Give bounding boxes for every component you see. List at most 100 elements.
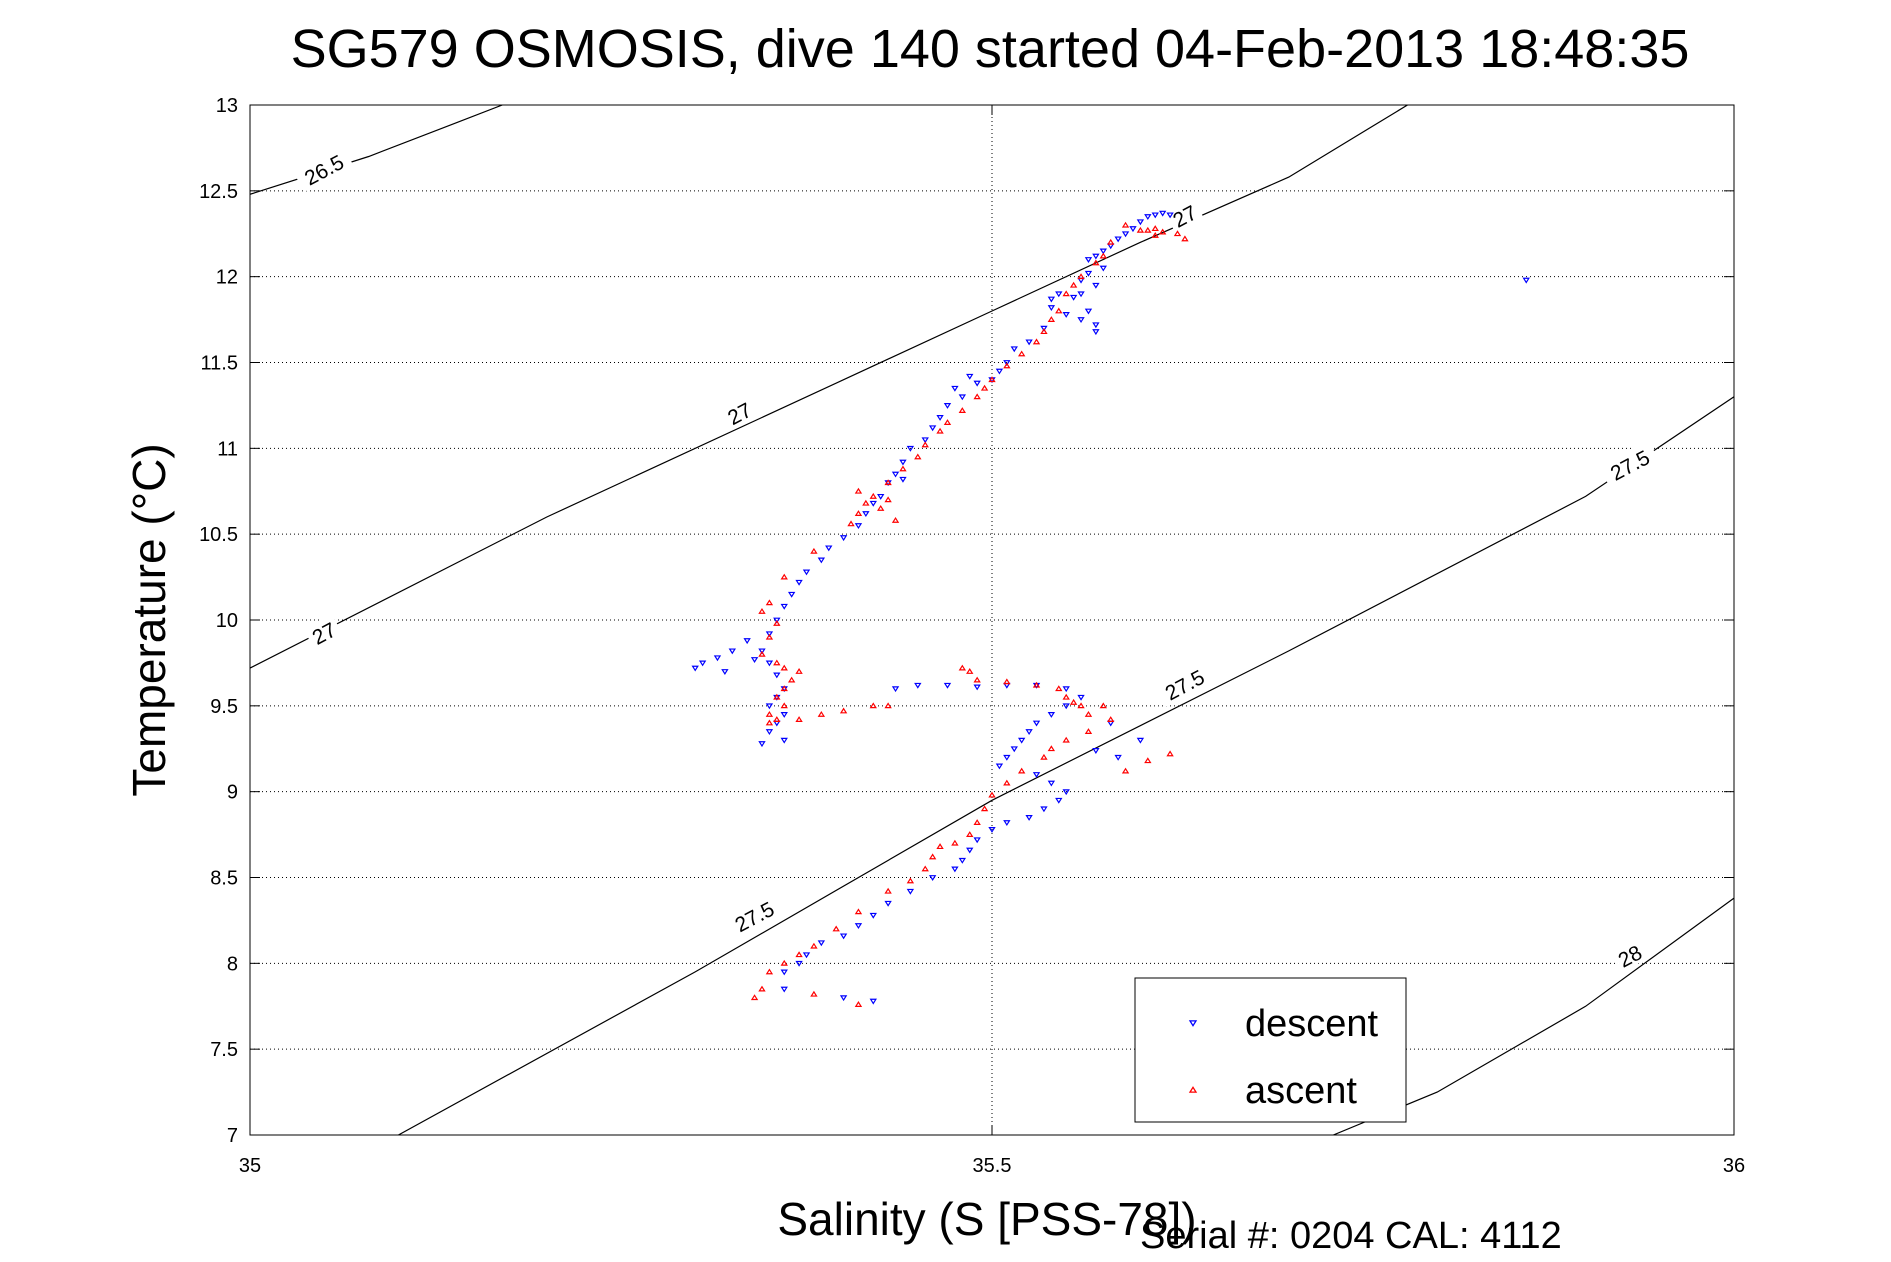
ascent-point [973,676,981,683]
descent-point [1062,312,1070,318]
descent-point [1166,212,1174,219]
descent-point [780,969,788,976]
descent-point [1099,265,1107,272]
ascent-point [758,650,766,657]
ascent-point [980,805,989,812]
x-tick-label: 35 [239,1155,261,1177]
ascent-point [765,599,774,606]
ascent-point [854,510,863,516]
contour-label-bg [1598,439,1660,488]
descent-point [1092,282,1100,289]
descent-point [1017,737,1026,744]
x-tick-label: 36 [1723,1155,1745,1177]
legend-box [1134,977,1407,1123]
ascent-point [765,633,774,640]
x-tick-label: 35.5 [973,1155,1012,1177]
ascent-point [773,693,781,700]
ascent-point [765,710,774,717]
ascent-point [780,959,788,966]
ascent-point [906,877,915,884]
descent-point [773,617,781,624]
descent-point [869,500,877,507]
ascent-point [1055,685,1063,692]
descent-point [1077,317,1085,324]
ascent-point [773,716,781,722]
contour-label-bg [719,394,759,431]
descent-point [1003,754,1011,761]
ascent-point [847,520,855,527]
ascent-point [1158,228,1167,235]
ascent-point [750,994,759,1001]
ascent-point [854,487,863,494]
descent-point [780,986,788,993]
ascent-point [1003,678,1011,685]
ascent-point [973,393,981,400]
ascent-point [1047,745,1056,752]
descent-point [839,933,848,940]
descent-point [951,866,959,873]
ascent-point [839,707,848,714]
descent-point [973,684,981,691]
descent-point [891,471,900,478]
ascent-point [914,453,922,460]
descent-point [691,665,699,672]
descent-point [1047,305,1056,312]
descent-point [1136,219,1145,226]
y-tick-label: 11 [217,438,238,460]
ascent-legend-label: ascent [1245,1070,1357,1112]
ascent-point [1136,226,1145,233]
descent-point [1025,814,1033,821]
ascent-point [780,573,788,580]
descent-point [713,655,722,662]
ascent-point [943,419,952,426]
descent-point [899,459,907,466]
descent-point [988,827,996,833]
descent-point [1114,236,1122,243]
ascent-point [1092,259,1100,266]
descent-point [1040,806,1048,813]
ascent-point [877,504,885,511]
descent-point [1077,694,1085,701]
legend: descent ascent [1134,977,1407,1123]
ascent-point [1151,225,1159,232]
descent-point [780,603,788,610]
contour-line-27 [250,105,1408,669]
descent-point [906,888,915,895]
ascent-point [758,607,766,614]
descent-point [936,415,944,421]
ascent-point [884,496,892,503]
descent-point [802,569,811,576]
ascent-point [988,791,996,798]
ascent-point [1017,350,1026,357]
ascent-point [1166,750,1174,757]
ascent-point [921,865,929,872]
ascent-point [1077,702,1085,709]
y-tick-label: 8.5 [210,868,238,890]
descent-point [891,686,900,693]
ascent-point [899,465,907,472]
descent-point [928,875,937,881]
descent-point [765,703,774,710]
descent-point [1003,360,1011,366]
descent-point [825,545,833,552]
descent-point [1099,248,1107,255]
descent-point [773,672,781,679]
contour-label-bg [303,613,344,651]
descent-point [906,445,915,452]
ascent-point [1003,362,1011,369]
ascent-point [810,990,818,997]
descent-point [854,923,863,930]
ascent-point [1003,779,1011,786]
ascent-point [891,516,900,523]
descent-point [1069,294,1078,301]
ascent-point [810,942,818,949]
x-axis-label: Salinity (S [PSS-78]) [777,1193,1196,1245]
descent-point [995,763,1004,770]
ascent-point [1077,273,1085,280]
contour-label-bg [1153,659,1215,708]
descent-point [1047,296,1056,303]
descent-point [750,657,759,663]
descent-point [951,385,959,392]
descent-point [765,631,774,638]
contour-label-bg [292,144,354,193]
